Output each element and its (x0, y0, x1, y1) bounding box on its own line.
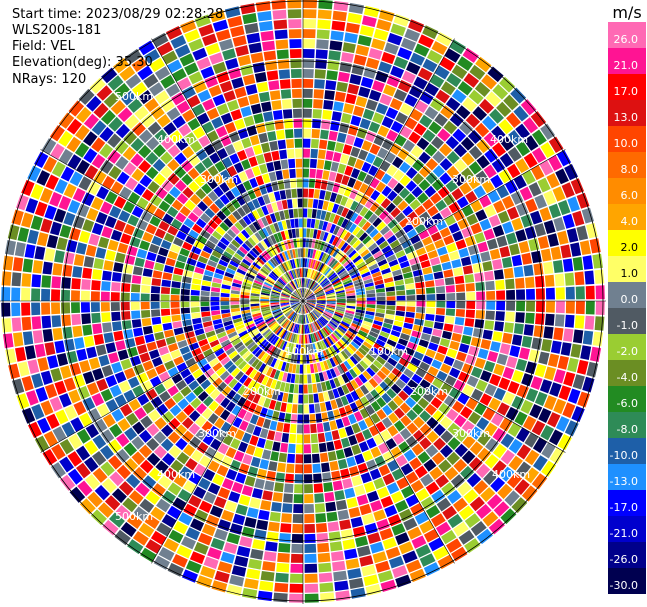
range-ring-label: 400km (157, 133, 195, 146)
nrays-label: NRays: 120 (12, 72, 87, 87)
instrument-label: WLS200s-181 (12, 23, 102, 38)
range-ring-label: 100km (285, 345, 323, 358)
range-ring-label: 300km (200, 173, 238, 186)
range-ring-label: 300km (452, 173, 490, 186)
range-ring-label: 100km (370, 345, 408, 358)
field-label: Field: VEL (12, 39, 75, 54)
range-ring-label: 400km (157, 468, 195, 481)
range-ring-label: 300km (452, 427, 490, 440)
range-rings (0, 0, 606, 604)
range-ring-label: 400km (490, 133, 528, 146)
range-ring-label: 500km (115, 90, 153, 103)
start-time-label: Start time: 2023/08/29 02:28:28 (12, 7, 224, 22)
range-ring-label: 200km (243, 385, 281, 398)
range-ring-label: 400km (492, 468, 530, 481)
range-ring-label: 500km (115, 510, 153, 523)
range-ring-label: 200km (410, 385, 448, 398)
radar-gates (1, 0, 605, 603)
range-ring-label: 300km (198, 427, 236, 440)
elevation-label: Elevation(deg): 35.30 (12, 55, 153, 70)
range-ring-label: 200km (405, 215, 443, 228)
